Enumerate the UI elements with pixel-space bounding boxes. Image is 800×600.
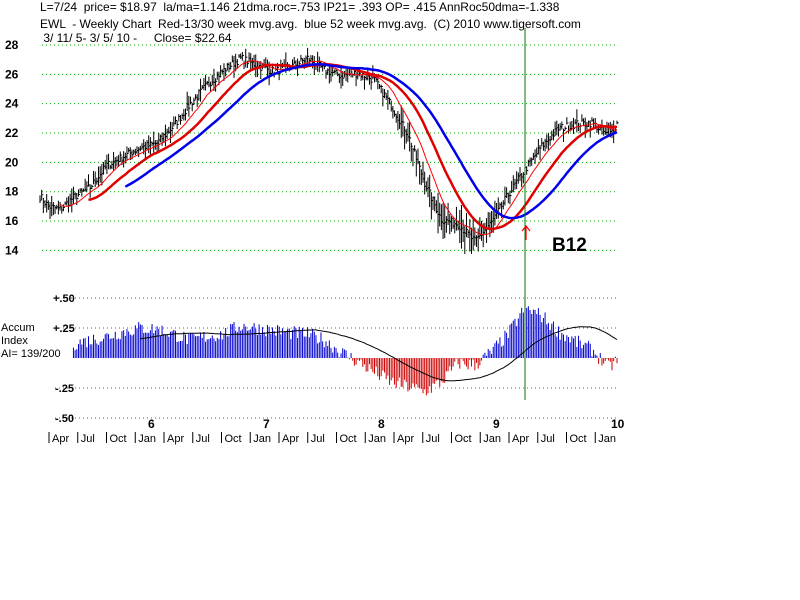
price-tick-label: 22 [5, 126, 19, 140]
x-month-label: Apr [52, 433, 69, 445]
x-month-label: Apr [167, 433, 184, 445]
ma13-line [59, 60, 617, 236]
price-y-axis: 28 26 24 22 20 18 16 14 [5, 38, 19, 257]
price-tick-label: 14 [5, 243, 19, 257]
ma52-line [124, 63, 618, 220]
accum-tick-label: -.50 [55, 413, 74, 425]
accum-tick-label: +.25 [53, 323, 75, 335]
price-bars [39, 47, 619, 255]
x-axis: 6 7 8 9 10 Apr Jul Oct Jan Apr Jul Oct Jan Apr Jul Oct J… [48, 417, 625, 445]
signal-arrow-icon [521, 225, 531, 240]
x-month-label: Apr [397, 433, 414, 445]
price-tick-label: 28 [5, 38, 19, 52]
x-month-label: Oct [225, 433, 242, 445]
x-year-label: 8 [378, 417, 385, 431]
x-month-label: Oct [570, 433, 587, 445]
x-month-label: Jul [81, 433, 95, 445]
x-year-label: 9 [493, 417, 500, 431]
x-month-label: Jan [368, 433, 386, 445]
signal-label: B12 [552, 235, 587, 256]
price-tick-label: 26 [5, 67, 19, 81]
price-tick-label: 20 [5, 155, 19, 169]
x-month-label: Jul [196, 433, 210, 445]
x-month-label: Jan [598, 433, 616, 445]
x-month-label: Apr [512, 433, 529, 445]
header-title: EWL - Weekly Chart Red-13/30 week mvg.av… [40, 17, 581, 31]
x-month-label: Jan [483, 433, 501, 445]
x-month-label: Apr [282, 433, 299, 445]
accum-y-axis: +.50 +.25 -.25 -.50 [53, 293, 75, 425]
price-tick-label: 18 [5, 185, 19, 199]
x-year-label: 6 [148, 417, 155, 431]
price-tick-label: 24 [5, 97, 19, 111]
x-month-label: Jul [311, 433, 325, 445]
x-month-label: Jan [253, 433, 271, 445]
header-range: 3/ 11/ 5- 3/ 5/ 10 - Close= $22.64 [40, 31, 232, 45]
header-stats: L=7/24 price= $18.97 la/ma=1.146 21dma.r… [40, 0, 560, 14]
x-year-label: 7 [263, 417, 270, 431]
x-month-label: Jul [426, 433, 440, 445]
x-month-label: Oct [455, 433, 472, 445]
x-month-label: Oct [110, 433, 127, 445]
accum-tick-label: -.25 [55, 383, 74, 395]
accum-ai-text: AI= 139/200 [1, 348, 61, 360]
x-year-label: 10 [611, 417, 625, 431]
accum-ma-line [140, 326, 618, 382]
x-month-label: Oct [340, 433, 357, 445]
accum-title-2: Index [1, 335, 28, 347]
x-month-label: Jan [138, 433, 156, 445]
price-tick-label: 16 [5, 214, 19, 228]
x-month-label: Jul [541, 433, 555, 445]
accum-bars [72, 301, 618, 396]
accum-tick-label: +.50 [53, 293, 75, 305]
accum-title-1: Accum [1, 322, 35, 334]
